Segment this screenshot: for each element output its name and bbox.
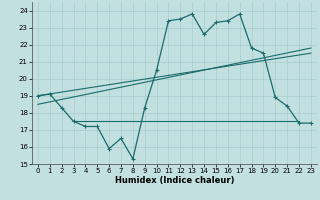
X-axis label: Humidex (Indice chaleur): Humidex (Indice chaleur): [115, 176, 234, 185]
